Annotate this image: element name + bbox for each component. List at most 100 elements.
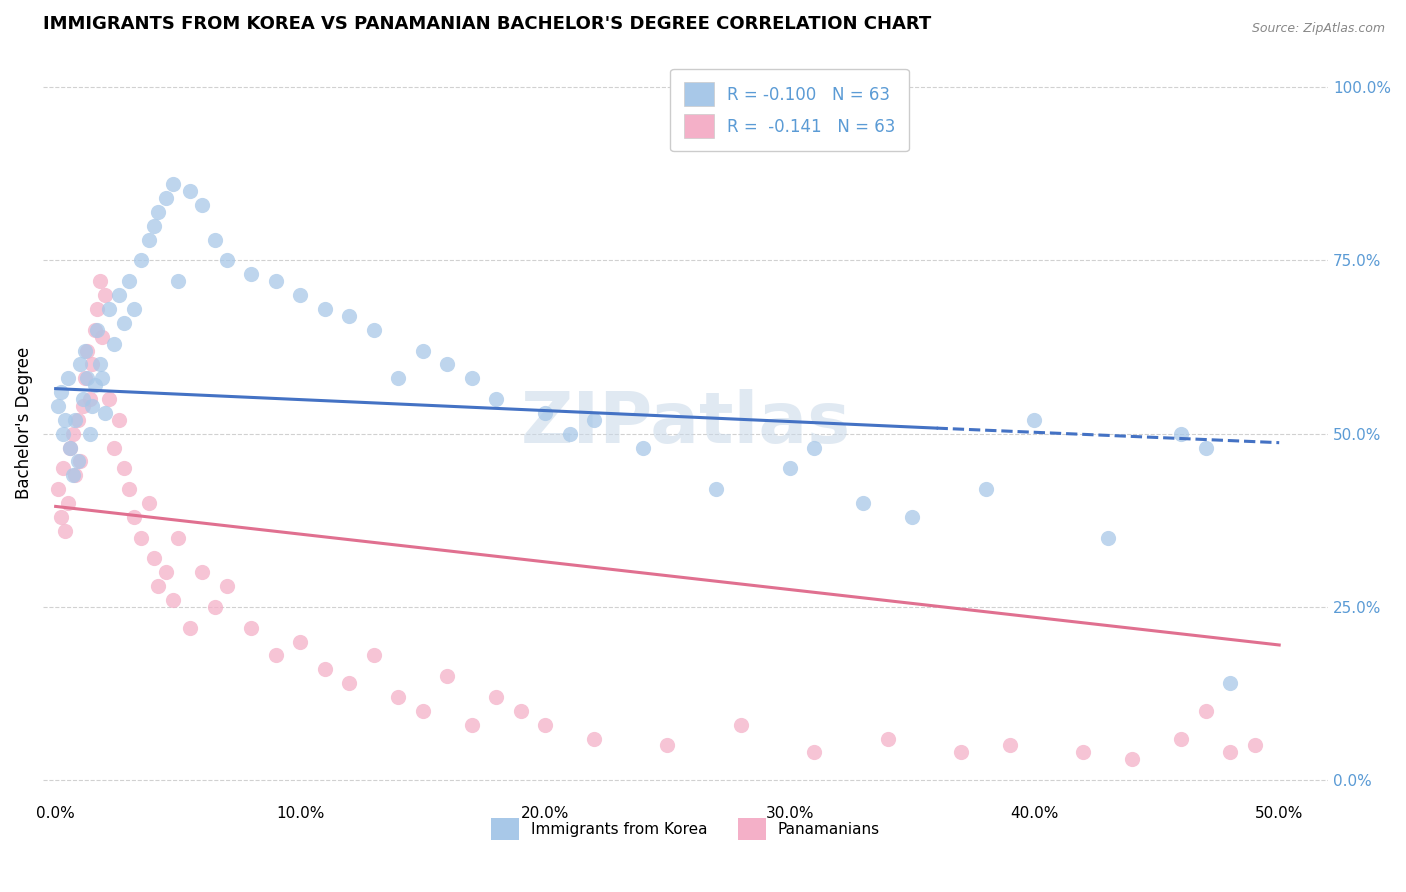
Point <box>337 676 360 690</box>
Point <box>56 371 79 385</box>
Point <box>412 704 434 718</box>
Point <box>108 288 131 302</box>
Point <box>534 717 557 731</box>
Point <box>191 198 214 212</box>
Point <box>240 268 263 282</box>
Point <box>91 329 114 343</box>
Point <box>112 316 135 330</box>
Point <box>191 566 214 580</box>
Point <box>485 392 508 406</box>
Point <box>1219 676 1241 690</box>
Point <box>803 745 825 759</box>
Point <box>55 413 77 427</box>
Point <box>118 274 141 288</box>
Point <box>52 426 75 441</box>
Point <box>73 371 96 385</box>
Point <box>436 669 458 683</box>
Point <box>204 233 226 247</box>
Text: Source: ZipAtlas.com: Source: ZipAtlas.com <box>1251 22 1385 36</box>
Point <box>129 253 152 268</box>
Point <box>1121 752 1143 766</box>
Point <box>112 461 135 475</box>
Point <box>62 426 84 441</box>
Point <box>558 426 581 441</box>
Point <box>79 426 101 441</box>
Point <box>72 392 94 406</box>
Point <box>93 406 115 420</box>
Point <box>363 648 385 663</box>
Point <box>387 690 409 704</box>
Point <box>98 301 121 316</box>
Point <box>142 219 165 233</box>
Point <box>1219 745 1241 759</box>
Point <box>83 378 105 392</box>
Point <box>122 301 145 316</box>
Point <box>1170 426 1192 441</box>
Point <box>55 524 77 538</box>
Point <box>98 392 121 406</box>
Point <box>950 745 973 759</box>
Text: ZIPatlas: ZIPatlas <box>520 389 851 458</box>
Point <box>122 509 145 524</box>
Point <box>974 482 997 496</box>
Point <box>46 399 69 413</box>
Point <box>387 371 409 385</box>
Point <box>215 579 238 593</box>
Point <box>83 323 105 337</box>
Point <box>534 406 557 420</box>
Point <box>657 739 679 753</box>
Point <box>314 301 336 316</box>
Point <box>204 599 226 614</box>
Point <box>631 441 654 455</box>
Point <box>240 621 263 635</box>
Point <box>69 357 91 371</box>
Point <box>1024 413 1046 427</box>
Point <box>803 441 825 455</box>
Point <box>314 662 336 676</box>
Point <box>1170 731 1192 746</box>
Point <box>290 634 312 648</box>
Point <box>167 531 190 545</box>
Point <box>460 371 482 385</box>
Point <box>76 343 98 358</box>
Point <box>65 413 87 427</box>
Point <box>86 323 108 337</box>
Point <box>1097 531 1119 545</box>
Point <box>49 509 72 524</box>
Point <box>69 454 91 468</box>
Point <box>129 531 152 545</box>
Point <box>65 468 87 483</box>
Point <box>138 233 160 247</box>
Point <box>730 717 752 731</box>
Point <box>49 385 72 400</box>
Point <box>852 496 875 510</box>
Point <box>91 371 114 385</box>
Point <box>56 496 79 510</box>
Text: IMMIGRANTS FROM KOREA VS PANAMANIAN BACHELOR'S DEGREE CORRELATION CHART: IMMIGRANTS FROM KOREA VS PANAMANIAN BACH… <box>44 15 932 33</box>
Point <box>337 309 360 323</box>
Point <box>412 343 434 358</box>
Point <box>66 454 89 468</box>
Point <box>998 739 1021 753</box>
Point <box>436 357 458 371</box>
Point <box>103 441 125 455</box>
Point <box>89 357 111 371</box>
Point <box>79 392 101 406</box>
Point <box>290 288 312 302</box>
Point <box>155 566 177 580</box>
Point <box>162 593 184 607</box>
Point <box>779 461 801 475</box>
Point <box>118 482 141 496</box>
Point <box>86 301 108 316</box>
Point <box>148 579 170 593</box>
Point <box>82 357 104 371</box>
Point <box>706 482 728 496</box>
Point <box>264 274 287 288</box>
Point <box>363 323 385 337</box>
Point <box>108 413 131 427</box>
Point <box>485 690 508 704</box>
Point <box>59 441 82 455</box>
Point <box>93 288 115 302</box>
Point <box>901 509 924 524</box>
Point <box>509 704 531 718</box>
